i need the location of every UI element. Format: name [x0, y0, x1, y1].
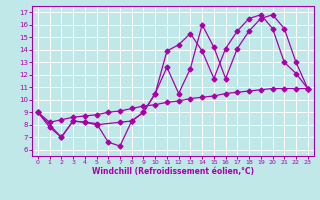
X-axis label: Windchill (Refroidissement éolien,°C): Windchill (Refroidissement éolien,°C) [92, 167, 254, 176]
